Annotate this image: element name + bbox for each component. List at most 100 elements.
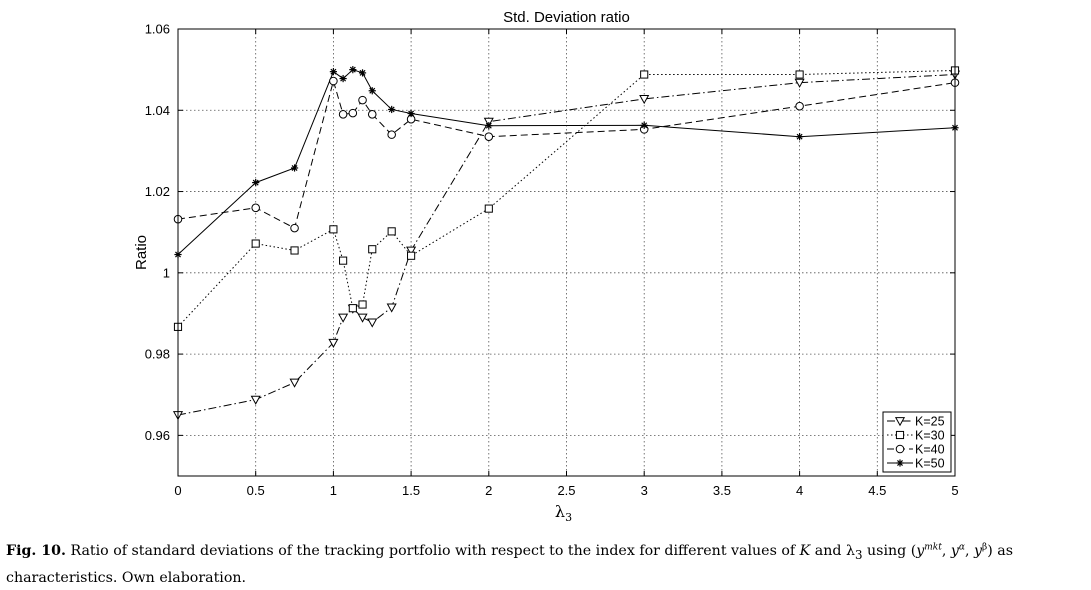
caption-y-mkt-superscript: mkt: [924, 542, 942, 553]
legend-label: K=40: [915, 443, 945, 457]
y-tick-label: 0.98: [145, 347, 170, 362]
x-axis-label-symbol: λ: [555, 502, 565, 521]
caption-y-beta: y: [974, 543, 983, 559]
data-point-k-50: [485, 122, 493, 130]
std-deviation-ratio-chart: 0 0.5 1 1.5 2 2.5 3 3.5 4 4.5 5 0.96 0.98 1 1.02 1.04 1.…: [133, 9, 961, 524]
series-line-k-30: [177, 69, 956, 328]
legend-marker-sample: [894, 417, 906, 427]
series-markers-k-50: [174, 66, 959, 259]
data-point-k-50: [358, 69, 367, 77]
series-markers-k-40: [173, 76, 960, 233]
legend: K=25K=30K=40K=50: [882, 411, 952, 473]
x-tick-label: 3: [641, 483, 648, 498]
data-marker-layer: [172, 66, 961, 421]
data-point-k-40: [290, 223, 299, 233]
data-point-k-40: [251, 203, 260, 213]
data-point-k-40: [329, 76, 338, 86]
x-tick-label: 1.5: [402, 483, 420, 498]
data-point-k-50: [407, 109, 415, 118]
data-point-k-50: [329, 68, 337, 76]
axis-ticks: 0 0.5 1 1.5 2 2.5 3 3.5 4 4.5 5 0.96 0.98 1 1.02 1.04 1.…: [145, 22, 959, 499]
data-point-k-30: [795, 70, 804, 79]
legend-box: [882, 411, 952, 473]
data-point-k-50: [252, 179, 260, 187]
data-point-k-25: [328, 338, 339, 348]
data-point-k-25: [794, 78, 805, 88]
caption-y-beta-superscript: β: [982, 542, 988, 553]
caption-lambda-subscript: 3: [854, 547, 863, 562]
caption-figure-label: Fig. 10.: [6, 543, 66, 559]
x-tick-label: 4.5: [868, 483, 886, 498]
data-point-k-50: [796, 133, 804, 141]
legend-entry-k-50: K=50: [887, 457, 945, 471]
legend-label: K=50: [915, 457, 945, 471]
x-axis-label-subscript: 3: [565, 511, 572, 524]
data-point-k-50: [368, 87, 376, 95]
figure-caption: Fig. 10. Ratio of standard deviations of…: [6, 540, 1088, 590]
y-axis-label: Ratio: [133, 235, 150, 270]
caption-separator-1: ,: [941, 543, 951, 559]
y-tick-label: 1: [163, 265, 170, 280]
data-point-k-50: [388, 105, 396, 114]
legend-marker-sample: [896, 459, 904, 467]
caption-y-mkt: y: [916, 543, 925, 559]
data-point-k-50: [339, 74, 347, 83]
legend-entry-k-25: K=25: [887, 415, 945, 429]
caption-y-alpha: y: [950, 543, 959, 559]
x-tick-label: 0.5: [247, 483, 265, 498]
data-point-k-40: [358, 95, 367, 105]
x-axis-label: λ3: [555, 502, 572, 524]
x-tick-label: 0: [174, 483, 181, 498]
series-line-k-40: [177, 79, 956, 229]
legend-label: K=30: [915, 429, 945, 443]
data-point-k-50: [290, 164, 299, 172]
data-point-k-25: [289, 378, 300, 388]
legend-entry-k-40: K=40: [887, 443, 945, 457]
caption-y-alpha-superscript: α: [958, 542, 965, 553]
x-tick-label: 4: [796, 483, 803, 498]
data-point-k-50: [349, 66, 357, 74]
caption-lambda: λ: [845, 543, 855, 559]
data-point-k-25: [357, 313, 368, 323]
data-point-k-25: [338, 313, 349, 323]
data-point-k-25: [483, 117, 494, 127]
y-tick-label: 1.04: [145, 103, 170, 118]
caption-separator-2: ,: [965, 543, 975, 559]
caption-and: and: [810, 543, 846, 559]
legend-entry-k-30: K=30: [887, 429, 945, 443]
y-tick-label: 1.06: [145, 22, 170, 37]
data-point-k-40: [367, 110, 377, 119]
data-point-k-40: [348, 108, 358, 118]
x-tick-label: 2.5: [557, 483, 575, 498]
caption-text-after: ) as characteristics. Own elaboration.: [6, 543, 1014, 586]
data-series-layer: [177, 69, 956, 416]
data-point-k-40: [484, 132, 494, 141]
data-point-k-30: [368, 245, 377, 254]
data-point-k-30: [358, 300, 367, 309]
series-line-k-25: [177, 74, 956, 416]
data-point-k-40: [338, 110, 348, 119]
data-point-k-40: [387, 130, 396, 139]
data-point-k-30: [339, 256, 348, 265]
caption-text-before: Ratio of standard deviations of the trac…: [70, 543, 800, 559]
data-point-k-50: [640, 121, 648, 129]
data-point-k-25: [367, 318, 378, 328]
data-point-k-30: [329, 225, 338, 234]
data-point-k-30: [290, 246, 299, 255]
data-point-k-25: [406, 246, 417, 256]
data-point-k-30: [387, 227, 396, 236]
x-tick-label: 5: [951, 483, 958, 498]
legend-marker-sample: [895, 444, 905, 454]
data-point-k-30: [407, 251, 416, 260]
x-tick-label: 3.5: [713, 483, 731, 498]
data-point-k-25: [386, 303, 397, 313]
legend-marker-sample: [895, 430, 905, 440]
chart-title: Std. Deviation ratio: [503, 9, 630, 26]
x-tick-label: 1: [330, 483, 337, 498]
legend-label: K=25: [915, 415, 945, 429]
data-point-k-30: [348, 304, 357, 313]
data-point-k-30: [251, 239, 260, 248]
data-point-k-40: [795, 101, 804, 111]
x-tick-label: 2: [485, 483, 492, 498]
y-tick-label: 1.02: [145, 184, 170, 199]
